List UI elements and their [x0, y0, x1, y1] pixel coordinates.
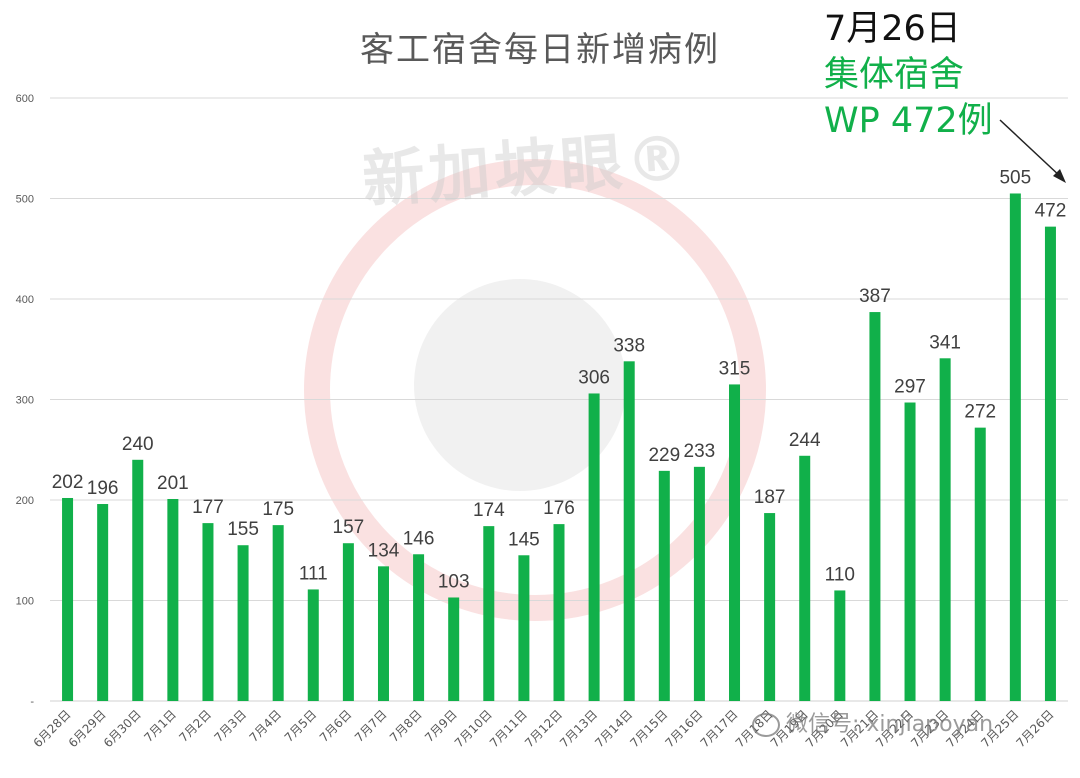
- x-tick-label: 7月12日: [522, 707, 565, 750]
- bar-value-label: 233: [684, 441, 716, 462]
- x-tick-label: 7月15日: [627, 707, 670, 750]
- bar-value-label: 155: [227, 519, 259, 540]
- y-tick-label: -: [30, 696, 34, 708]
- bar-value-label: 146: [403, 528, 435, 549]
- x-tick-label: 7月10日: [452, 707, 495, 750]
- x-tick-label: 6月30日: [101, 707, 144, 750]
- x-tick-label: 6月29日: [66, 707, 109, 750]
- bar: [202, 523, 214, 701]
- bar-value-label: 187: [754, 487, 786, 508]
- bar: [167, 498, 179, 701]
- x-tick-label: 7月1日: [141, 707, 179, 745]
- wechat-id: 微信号: xinjiapoyan: [786, 712, 994, 737]
- x-tick-label: 7月11日: [487, 707, 530, 750]
- x-tick-label: 7月17日: [698, 707, 741, 750]
- annotation-count: WP 472例: [824, 101, 993, 141]
- bar: [553, 524, 565, 701]
- x-tick-label: 7月14日: [592, 707, 635, 750]
- bar: [658, 470, 670, 701]
- bar: [272, 525, 284, 701]
- x-tick-label: 7月4日: [247, 707, 285, 745]
- bar-value-label: 111: [299, 563, 328, 584]
- x-tick-label: 7月26日: [1014, 707, 1057, 750]
- bar: [62, 497, 74, 701]
- bar: [869, 312, 881, 701]
- bar: [799, 455, 811, 701]
- annotation-box: 7月26日 集体宿舍 WP 472例: [824, 6, 993, 144]
- annotation-date: 7月26日: [824, 9, 961, 49]
- y-tick-label: 500: [16, 194, 34, 206]
- y-tick-label: 100: [16, 596, 34, 608]
- bar-value-label: 297: [894, 377, 926, 398]
- bar: [518, 555, 530, 701]
- bar: [904, 402, 916, 701]
- bar: [693, 466, 705, 701]
- bar: [974, 427, 986, 701]
- wechat-icon: [752, 713, 780, 737]
- bar-value-label: 174: [473, 500, 505, 521]
- bar-value-label: 176: [543, 498, 575, 519]
- watermark-logo: [304, 159, 766, 621]
- bar: [97, 504, 109, 701]
- annotation-category: 集体宿舍: [824, 55, 965, 95]
- x-tick-label: 7月13日: [557, 707, 600, 750]
- bar-value-label: 196: [87, 478, 119, 499]
- bar: [448, 597, 460, 701]
- bar-value-label: 201: [157, 473, 189, 494]
- bar: [834, 590, 846, 701]
- bar: [342, 543, 354, 701]
- bar: [1009, 193, 1021, 701]
- x-tick-label: 7月2日: [176, 707, 214, 745]
- y-tick-label: 300: [16, 395, 34, 407]
- bar-value-label: 134: [368, 540, 400, 561]
- bar-value-label: 240: [122, 434, 154, 455]
- bar-value-label: 202: [52, 472, 84, 493]
- bar-value-label: 175: [262, 499, 294, 520]
- bar: [764, 513, 776, 701]
- bar-value-label: 177: [192, 497, 224, 518]
- chart-title: 客工宿舍每日新增病例: [360, 30, 720, 70]
- bar: [377, 566, 389, 701]
- x-tick-label: 7月16日: [662, 707, 705, 750]
- bar-value-label: 272: [964, 402, 996, 423]
- bar: [483, 526, 495, 701]
- bar-value-label: 472: [1035, 201, 1067, 222]
- bar-value-label: 145: [508, 529, 540, 550]
- y-tick-label: 600: [16, 93, 34, 105]
- bar-value-label: 387: [859, 286, 891, 307]
- bar: [729, 384, 741, 701]
- x-tick-label: 7月5日: [282, 707, 320, 745]
- bar-value-label: 341: [929, 332, 961, 353]
- bar-value-label: 110: [825, 564, 855, 585]
- bar-value-label: 306: [578, 367, 610, 388]
- bar: [237, 545, 249, 701]
- bar-value-label: 229: [648, 445, 680, 466]
- wechat-watermark: 微信号: xinjiapoyan: [752, 706, 993, 738]
- x-tick-label: 7月8日: [387, 707, 425, 745]
- bar: [623, 361, 635, 701]
- bar: [132, 459, 144, 701]
- bar-value-label: 244: [789, 430, 821, 451]
- bar-value-label: 103: [438, 571, 470, 592]
- x-tick-label: 7月6日: [317, 707, 355, 745]
- y-tick-label: 200: [16, 495, 34, 507]
- bar: [413, 554, 425, 701]
- y-tick-label: 400: [16, 294, 34, 306]
- x-tick-label: 7月7日: [352, 707, 390, 745]
- bar-value-label: 315: [719, 358, 751, 379]
- bar: [307, 589, 319, 701]
- bar-value-label: 157: [333, 517, 365, 538]
- bar: [588, 393, 600, 701]
- bar: [1044, 226, 1056, 701]
- annotation-arrow: [999, 119, 1066, 183]
- x-tick-label: 6月28日: [31, 707, 74, 750]
- x-tick-label: 7月3日: [212, 707, 250, 745]
- bar: [939, 358, 951, 701]
- bar-value-label: 338: [613, 335, 645, 356]
- bar-value-label: 505: [999, 167, 1031, 188]
